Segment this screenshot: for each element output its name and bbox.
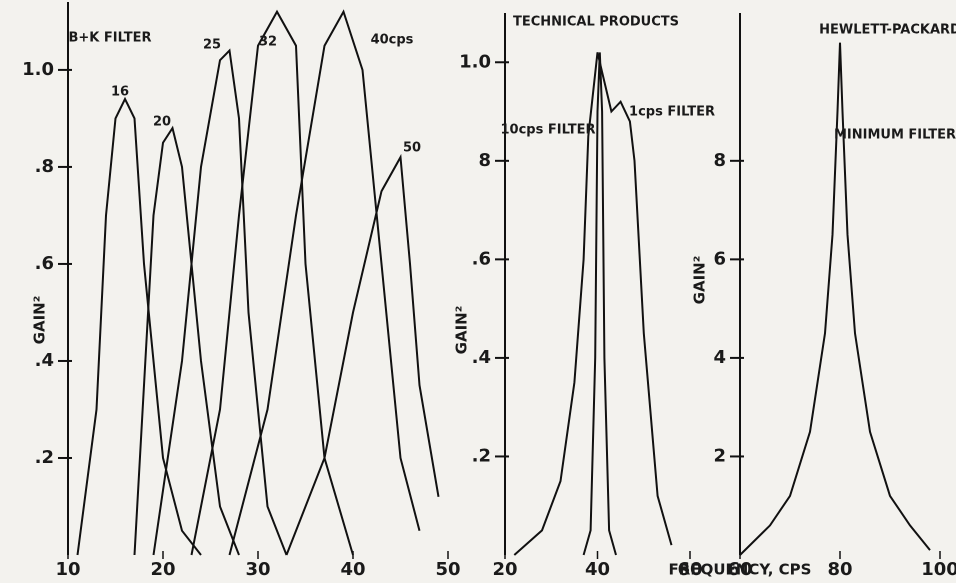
y-tick-label: 8 xyxy=(713,150,726,171)
curve-label: 25 xyxy=(203,38,221,53)
chart-title: B+K FILTER xyxy=(68,31,151,46)
curve-label: 50 xyxy=(403,141,421,156)
y-tick-label: 6 xyxy=(713,248,726,269)
x-tick-label: 20 xyxy=(492,559,517,580)
y-tick-label: .6 xyxy=(35,253,54,274)
y-tick-label: 1.0 xyxy=(459,51,491,72)
y-tick-label: .2 xyxy=(472,445,491,466)
chart-title: HEWLETT-PACKARD xyxy=(819,23,956,38)
curve xyxy=(190,9,354,556)
curve xyxy=(285,153,440,556)
curve-label: 32 xyxy=(259,35,277,50)
y-tick-label: 8 xyxy=(478,150,491,171)
y-tick-label: 2 xyxy=(713,445,726,466)
y-axis-label: GAIN² xyxy=(31,296,49,345)
curve xyxy=(228,9,421,556)
curve-label: 16 xyxy=(111,85,129,100)
y-axis-label: GAIN² xyxy=(691,256,709,305)
curve-label: 10cps FILTER xyxy=(501,123,596,138)
curve xyxy=(582,52,617,556)
y-axis-label: GAIN² xyxy=(453,306,471,355)
curve xyxy=(152,48,288,556)
x-tick-label: 50 xyxy=(435,559,460,580)
x-axis-label: FREQUENCY, CPS xyxy=(669,561,812,579)
x-tick-label: 20 xyxy=(150,559,175,580)
x-tick-label: 40 xyxy=(585,559,610,580)
curve xyxy=(513,52,673,556)
x-tick-label: 60 xyxy=(727,559,752,580)
y-tick-label: .2 xyxy=(35,447,54,468)
curve xyxy=(133,125,240,556)
x-tick-label: 40 xyxy=(340,559,365,580)
curve-label: MINIMUM FILTER xyxy=(834,128,956,143)
y-tick-label: 4 xyxy=(713,347,726,368)
y-tick-label: 1.0 xyxy=(22,59,54,80)
curve-label: 20 xyxy=(153,115,171,130)
x-tick-label: 60 xyxy=(677,559,702,580)
x-tick-label: 10 xyxy=(55,559,80,580)
y-tick-label: .4 xyxy=(35,350,54,371)
x-tick-label: 100 xyxy=(921,559,956,580)
curve xyxy=(76,96,202,556)
chart-title: TECHNICAL PRODUCTS xyxy=(513,15,679,30)
y-tick-label: .4 xyxy=(472,347,491,368)
y-tick-label: .8 xyxy=(35,156,54,177)
x-tick-label: 80 xyxy=(827,559,852,580)
curve-label: 1cps FILTER xyxy=(629,105,715,120)
y-tick-label: .6 xyxy=(472,248,491,269)
x-tick-label: 30 xyxy=(245,559,270,580)
curve xyxy=(739,42,931,556)
curve-label: 40cps xyxy=(371,33,414,48)
